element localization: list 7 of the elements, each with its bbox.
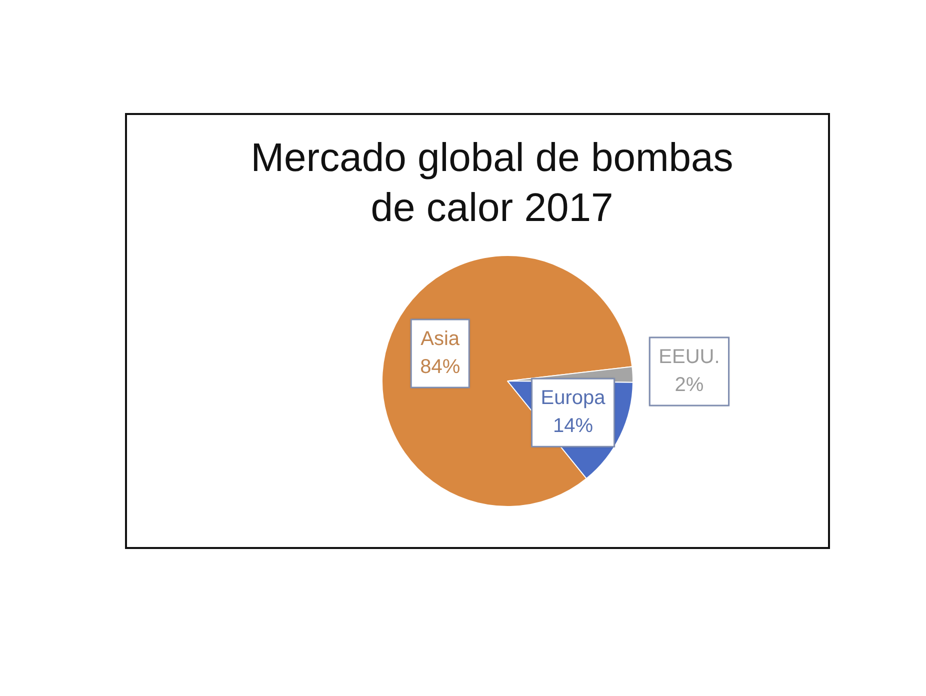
data-label: 2%	[674, 374, 704, 396]
slice-label: Europa	[540, 387, 606, 410]
slice-label: EEUU.	[658, 346, 720, 368]
chart-title: Mercado global de bombas de calor 2017	[250, 135, 734, 232]
data-label: 14%	[553, 415, 594, 438]
slice-label: Asia	[420, 328, 460, 350]
data-label: 84%	[420, 356, 460, 378]
